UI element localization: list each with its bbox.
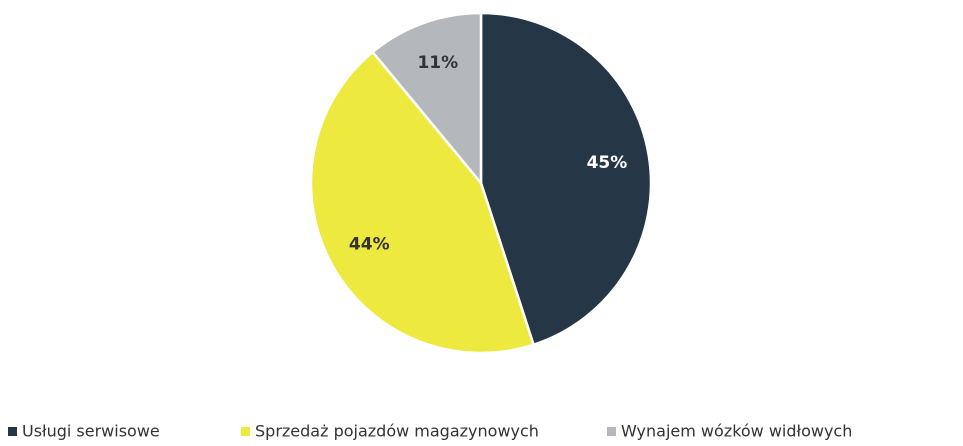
data-label: 45% [587,153,628,173]
data-label: 44% [349,234,390,254]
legend-label: Usługi serwisowe [22,422,160,441]
legend-swatch [607,427,616,436]
legend-label: Wynajem wózków widłowych [621,422,852,441]
pie-slice [479,11,653,347]
pie-slice [309,50,536,355]
legend-swatch [8,427,17,436]
pie-slice [370,11,483,187]
data-label: 11% [417,53,458,73]
legend-label: Sprzedaż pojazdów magazynowych [255,422,539,441]
legend-swatch [241,427,250,436]
